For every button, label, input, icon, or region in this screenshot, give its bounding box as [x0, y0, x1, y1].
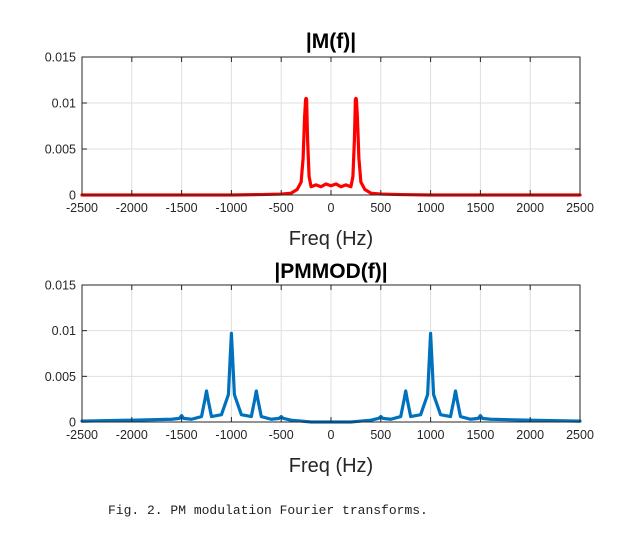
x-tick-label: -1500	[166, 428, 198, 442]
x-tick-label: -500	[269, 201, 294, 215]
x-tick-label: 1500	[466, 201, 494, 215]
x-tick-label: 1000	[417, 428, 445, 442]
y-tick-label: 0.015	[45, 51, 76, 65]
x-tick-label: -1500	[166, 201, 198, 215]
x-tick-label: 0	[328, 428, 335, 442]
x-tick-label: -500	[269, 428, 294, 442]
y-tick-label: 0.01	[52, 97, 76, 111]
chart-title: |PMMOD(f)|	[274, 260, 387, 283]
x-axis-label: Freq (Hz)	[289, 455, 373, 477]
y-tick-label: 0.015	[45, 279, 76, 293]
x-tick-label: 500	[370, 201, 391, 215]
x-tick-label: -2000	[116, 201, 148, 215]
x-tick-label: 1000	[417, 201, 445, 215]
chart-title: |M(f)|	[306, 30, 356, 53]
y-tick-label: 0	[69, 416, 76, 430]
y-tick-label: 0	[69, 189, 76, 203]
x-tick-label: -2500	[66, 201, 98, 215]
x-tick-label: 2000	[516, 201, 544, 215]
x-tick-label: -1000	[215, 428, 247, 442]
y-tick-label: 0.005	[45, 143, 76, 157]
chart-2: -2500 -2000 -1500 -1000 -500 0 500 1000 1500 2000…	[45, 260, 594, 477]
x-tick-label: 2000	[516, 428, 544, 442]
chart-1: -2500 -2000 -1500 -1000 -500 0 500 1000 1500 2000…	[45, 30, 594, 250]
x-tick-label: 1500	[466, 428, 494, 442]
x-tick-label: 2500	[566, 201, 594, 215]
y-tick-label: 0.005	[45, 370, 76, 384]
x-tick-label: 500	[370, 428, 391, 442]
series-line	[80, 96, 582, 197]
x-tick-label: -2000	[116, 428, 148, 442]
y-tick-label: 0.01	[52, 324, 76, 338]
x-tick-label: -2500	[66, 428, 98, 442]
x-tick-label: 2500	[566, 428, 594, 442]
x-axis-label: Freq (Hz)	[289, 228, 373, 250]
figure-caption: Fig. 2. PM modulation Fourier transforms…	[108, 503, 428, 518]
x-tick-label: 0	[328, 201, 335, 215]
x-tick-label: -1000	[215, 201, 247, 215]
